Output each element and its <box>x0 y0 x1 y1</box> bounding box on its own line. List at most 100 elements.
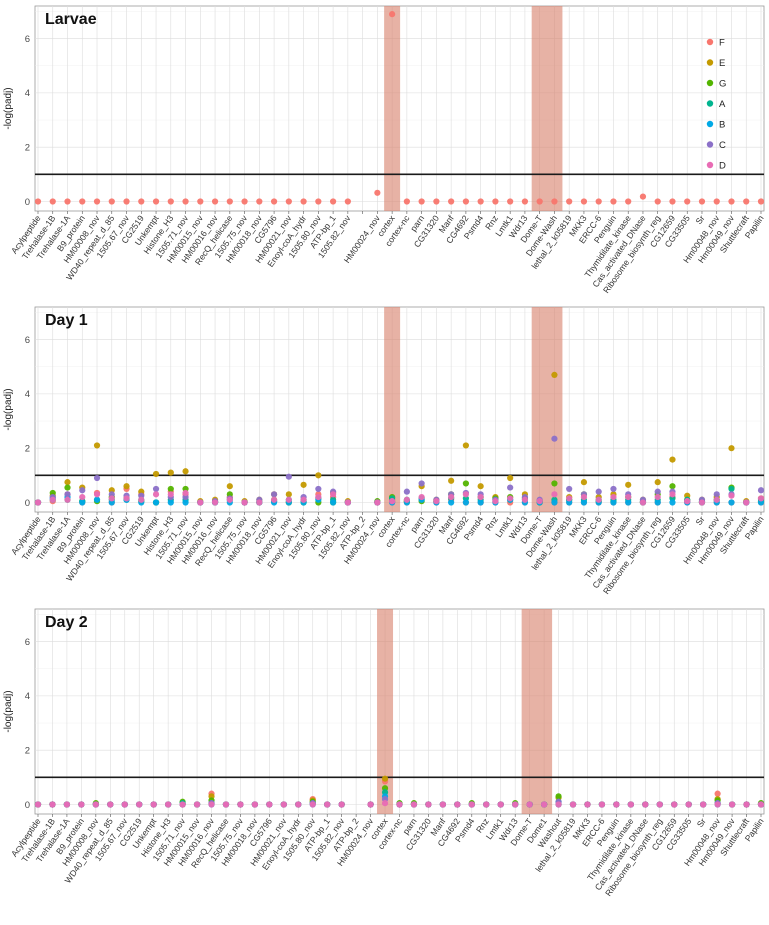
point-D-ERCC-6 <box>595 496 602 503</box>
point-D-Unkempt <box>152 491 160 498</box>
point-F-Wdr13 <box>521 198 529 205</box>
point-C-HM00021_nov <box>285 473 292 480</box>
y-tick-label: 0 <box>25 498 30 509</box>
point-D-CG2519 <box>138 496 145 503</box>
point-F-Thymidilate_kinase <box>625 198 632 205</box>
point-D-Rnz <box>483 801 490 808</box>
highlight-band <box>384 307 401 512</box>
point-D-Psmd4 <box>477 493 484 501</box>
point-D-WD40_repeat_d_85 <box>107 801 114 808</box>
y-axis-label: -log(padj) <box>3 388 14 430</box>
point-D-Trehalase-1A <box>64 496 71 503</box>
point-C-cortex-nc <box>403 488 410 495</box>
point-F-HM00015_nov <box>197 198 204 205</box>
highlight-band <box>521 609 553 814</box>
point-D-parn <box>418 493 425 501</box>
point-C-Papilin <box>757 487 765 494</box>
point-B-CG4692 <box>462 499 469 506</box>
point-E-Ribosome_biosynth_reg <box>654 479 661 486</box>
point-F-cortex-nc <box>403 198 410 205</box>
point-F-cortex <box>389 11 396 18</box>
point-C-Ribosome_biosynth_reg <box>654 488 661 495</box>
point-D-Ribosome_biosynth_reg <box>654 493 661 501</box>
point-G-Histone_H3 <box>167 485 174 493</box>
point-E-1505.71_nov <box>182 468 189 475</box>
point-D-HM00024_nov <box>367 801 374 808</box>
point-F-CG2519 <box>138 198 145 205</box>
point-F-lethal_2_k05819 <box>566 198 573 205</box>
point-D-HM00021_nov <box>285 496 292 503</box>
point-D-Sr <box>698 499 706 506</box>
highlight-band <box>531 307 563 512</box>
point-D-Acylpeptide <box>34 801 42 808</box>
point-F-1505.75_nov <box>241 198 248 205</box>
point-C-1505.80_nov <box>315 485 322 493</box>
point-D-Sr <box>700 801 707 808</box>
legend-label-F: F <box>719 37 725 48</box>
point-F-CG12659 <box>669 198 676 205</box>
y-tick-label: 0 <box>25 197 30 208</box>
point-D-B9_protein <box>78 801 85 808</box>
point-F-Rnz <box>492 198 499 205</box>
point-E-1505.80_nov <box>315 472 322 479</box>
legend-key-F <box>706 38 714 46</box>
point-F-Histone_H3 <box>167 198 174 205</box>
legend-key-E <box>706 59 714 66</box>
point-F-Trehalase-1B <box>49 198 56 205</box>
legend-label-C: C <box>719 140 726 151</box>
point-D-CG31320 <box>425 801 432 808</box>
point-E-MKK3 <box>580 479 588 486</box>
point-F-Psmd4 <box>477 198 484 205</box>
panel-2: 0246AcylpeptideTrehalase-1BTrehalase-1AB… <box>3 608 766 898</box>
point-F-MKK3 <box>580 198 588 205</box>
point-D-MKK3 <box>580 493 588 501</box>
panel-title: Day 1 <box>45 312 88 329</box>
point-D-RecQ_helicase <box>222 801 230 808</box>
point-F-Papilin <box>757 198 765 205</box>
point-D-cortex <box>381 800 389 807</box>
point-D-Lmtk1 <box>507 495 514 502</box>
point-D-ATP-bp_1 <box>324 801 331 808</box>
point-C-Trehalase-1A <box>64 491 71 498</box>
point-D-Hm00049_nov <box>728 492 735 499</box>
point-B-Thymidilate_kinase <box>625 499 632 506</box>
point-D-Dome1 <box>541 801 548 808</box>
point-F-Acylpeptide <box>34 198 42 205</box>
point-F-Lmtk1 <box>507 198 514 205</box>
point-F-Enoyl-coA_hydr <box>300 198 307 205</box>
legend-key-C <box>706 141 714 148</box>
point-D-Enoyl-coA_hydr <box>300 496 307 503</box>
point-E-Enoyl-coA_hydr <box>300 481 307 488</box>
point-E-1505.67_nov <box>123 483 130 490</box>
point-D-Ribosome_biosynth_reg <box>656 801 663 808</box>
point-F-1505.82_nov <box>344 198 351 205</box>
point-D-B9_protein <box>79 493 86 501</box>
point-D-ERCC-6 <box>598 801 606 808</box>
point-D-CG33505 <box>685 801 692 808</box>
y-axis-label: -log(padj) <box>3 87 14 129</box>
point-D-HM00024_nov <box>374 499 381 506</box>
point-D-Papilin <box>757 495 765 502</box>
point-D-Histone_H3 <box>165 801 172 808</box>
point-D-CG31320 <box>433 498 440 505</box>
panel-title: Larvae <box>45 11 97 28</box>
point-D-cortex-nc <box>403 496 410 503</box>
point-C-B9_protein <box>79 487 86 494</box>
point-D-Rnz <box>492 498 499 505</box>
panel-title: Day 2 <box>45 614 88 631</box>
point-D-Wdr13 <box>521 496 529 503</box>
point-F-Cas_activated_DNase <box>639 193 647 200</box>
point-F-HM00018_nov <box>256 198 263 205</box>
point-F-CG4692 <box>462 198 469 205</box>
point-B-Histone_H3 <box>167 499 174 506</box>
point-D-Manf <box>448 493 455 501</box>
point-D-1505.71_nov <box>182 489 189 497</box>
legend-label-A: A <box>719 99 726 110</box>
point-D-Dome-Wash <box>551 491 558 498</box>
point-B-CG12659 <box>669 499 676 506</box>
point-D-Histone_H3 <box>167 491 174 498</box>
legend-label-B: B <box>719 119 725 130</box>
point-D-Papilin <box>757 801 765 808</box>
point-D-Psmd4 <box>468 801 475 808</box>
